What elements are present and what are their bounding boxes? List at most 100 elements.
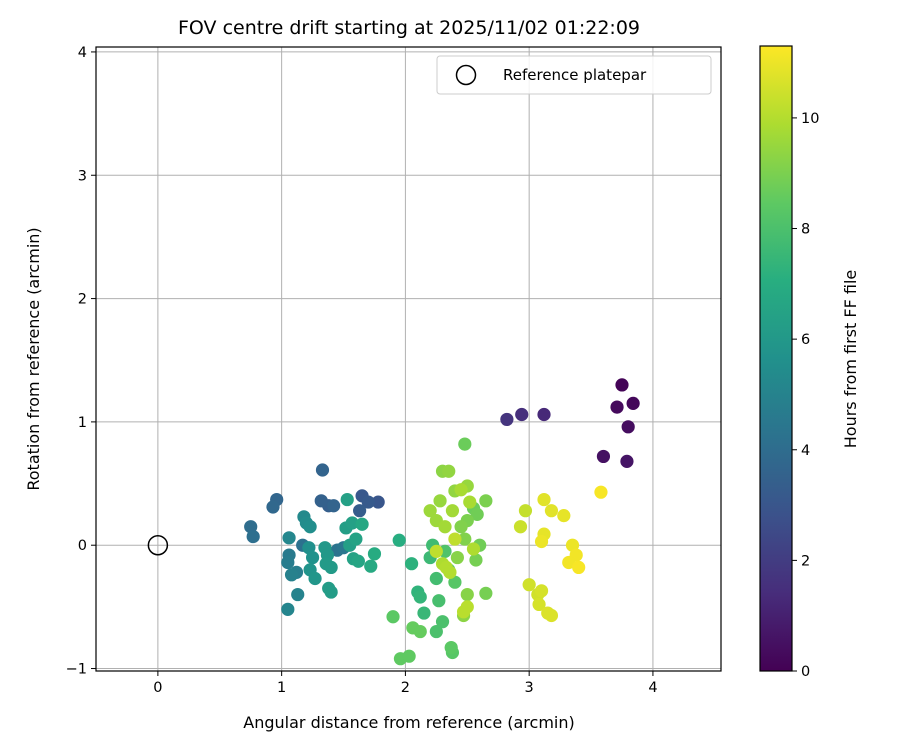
data-point <box>324 560 338 575</box>
data-point <box>626 396 640 410</box>
data-point <box>340 492 354 507</box>
y-axis-title: Rotation from reference (arcmin) <box>24 227 43 490</box>
y-axis-ticks: −1 0 1 2 3 4 <box>66 45 96 678</box>
data-point <box>386 610 400 624</box>
y-tick-label: 1 <box>78 415 87 431</box>
data-point <box>281 602 295 616</box>
x-tick-label: 1 <box>277 680 286 696</box>
data-point <box>351 554 365 568</box>
data-point <box>353 504 367 518</box>
data-point <box>448 575 462 589</box>
data-point <box>544 504 559 518</box>
legend-marker <box>455 64 477 86</box>
data-point <box>537 492 551 507</box>
x-axis-title: Angular distance from reference (arcmin) <box>243 713 574 732</box>
data-point <box>448 532 462 546</box>
data-point <box>305 550 320 565</box>
data-point <box>454 483 468 497</box>
data-point <box>500 412 514 427</box>
colorbar-ticks: 0 2 4 6 8 10 <box>792 111 819 680</box>
data-point <box>435 615 450 629</box>
colorbar-title: Hours from first FF file <box>841 270 860 449</box>
data-point <box>445 504 460 518</box>
chart-title: FOV centre drift starting at 2025/11/02 … <box>178 17 640 39</box>
reference-point-marker <box>147 534 169 556</box>
data-point <box>537 407 551 422</box>
data-point <box>443 565 457 579</box>
data-point <box>392 533 406 547</box>
data-point <box>456 605 471 619</box>
data-point <box>458 437 472 451</box>
colorbar-tick-label: 4 <box>801 443 810 459</box>
data-point <box>432 594 446 608</box>
x-tick-label: 0 <box>153 680 162 696</box>
data-point <box>291 587 305 602</box>
data-point <box>355 517 369 531</box>
data-point <box>534 534 549 549</box>
data-point <box>423 504 437 518</box>
data-point <box>513 520 528 534</box>
data-point <box>266 500 280 514</box>
y-tick-label: 2 <box>78 292 87 308</box>
data-point <box>479 494 493 508</box>
data-point <box>413 624 427 639</box>
data-point <box>417 606 431 620</box>
data-point <box>562 555 576 570</box>
legend: Reference platepar <box>436 55 712 95</box>
data-point <box>404 557 419 571</box>
data-point <box>429 624 443 639</box>
y-tick-label: 3 <box>78 168 87 184</box>
grid <box>96 47 721 671</box>
x-tick-label: 3 <box>525 680 534 696</box>
data-point <box>284 568 299 582</box>
data-point <box>442 464 456 478</box>
data-point <box>518 504 533 518</box>
data-point <box>460 587 474 602</box>
data-point <box>244 520 258 534</box>
data-point <box>281 555 295 570</box>
colorbar-tick-label: 10 <box>801 111 819 127</box>
y-tick-label: −1 <box>66 662 87 678</box>
data-point <box>282 531 296 545</box>
legend-box <box>436 55 712 95</box>
x-axis-ticks: 0 1 2 3 4 <box>153 671 658 696</box>
colorbar-tick-label: 2 <box>801 553 810 569</box>
data-points <box>244 378 640 666</box>
data-point <box>610 400 624 414</box>
y-tick-label: 4 <box>78 45 87 61</box>
data-point <box>596 449 611 464</box>
legend-label: Reference platepar <box>503 66 647 84</box>
data-point <box>544 608 559 623</box>
data-point <box>620 454 634 468</box>
data-point <box>458 532 472 546</box>
data-point <box>308 571 322 586</box>
data-point <box>402 649 416 663</box>
data-point <box>429 544 443 558</box>
data-point <box>349 532 363 546</box>
data-point <box>454 520 468 534</box>
data-point <box>450 550 464 565</box>
data-point <box>466 542 481 556</box>
data-point <box>515 407 529 422</box>
data-point <box>303 520 317 534</box>
plot-frame <box>95 46 722 672</box>
data-point <box>364 559 378 573</box>
colorbar-tick-label: 0 <box>801 664 810 680</box>
data-point <box>463 495 477 509</box>
data-point <box>522 578 536 592</box>
data-point <box>367 547 382 561</box>
data-point <box>327 499 341 513</box>
data-point <box>433 494 447 508</box>
data-point <box>324 585 338 599</box>
data-point <box>246 529 260 544</box>
data-point <box>315 463 330 477</box>
data-point <box>438 520 452 534</box>
y-tick-label: 0 <box>78 538 87 554</box>
data-point <box>470 507 484 521</box>
data-point <box>469 553 483 567</box>
data-point <box>534 584 549 598</box>
data-point <box>557 509 571 523</box>
data-point <box>314 494 328 508</box>
data-point <box>345 516 359 530</box>
